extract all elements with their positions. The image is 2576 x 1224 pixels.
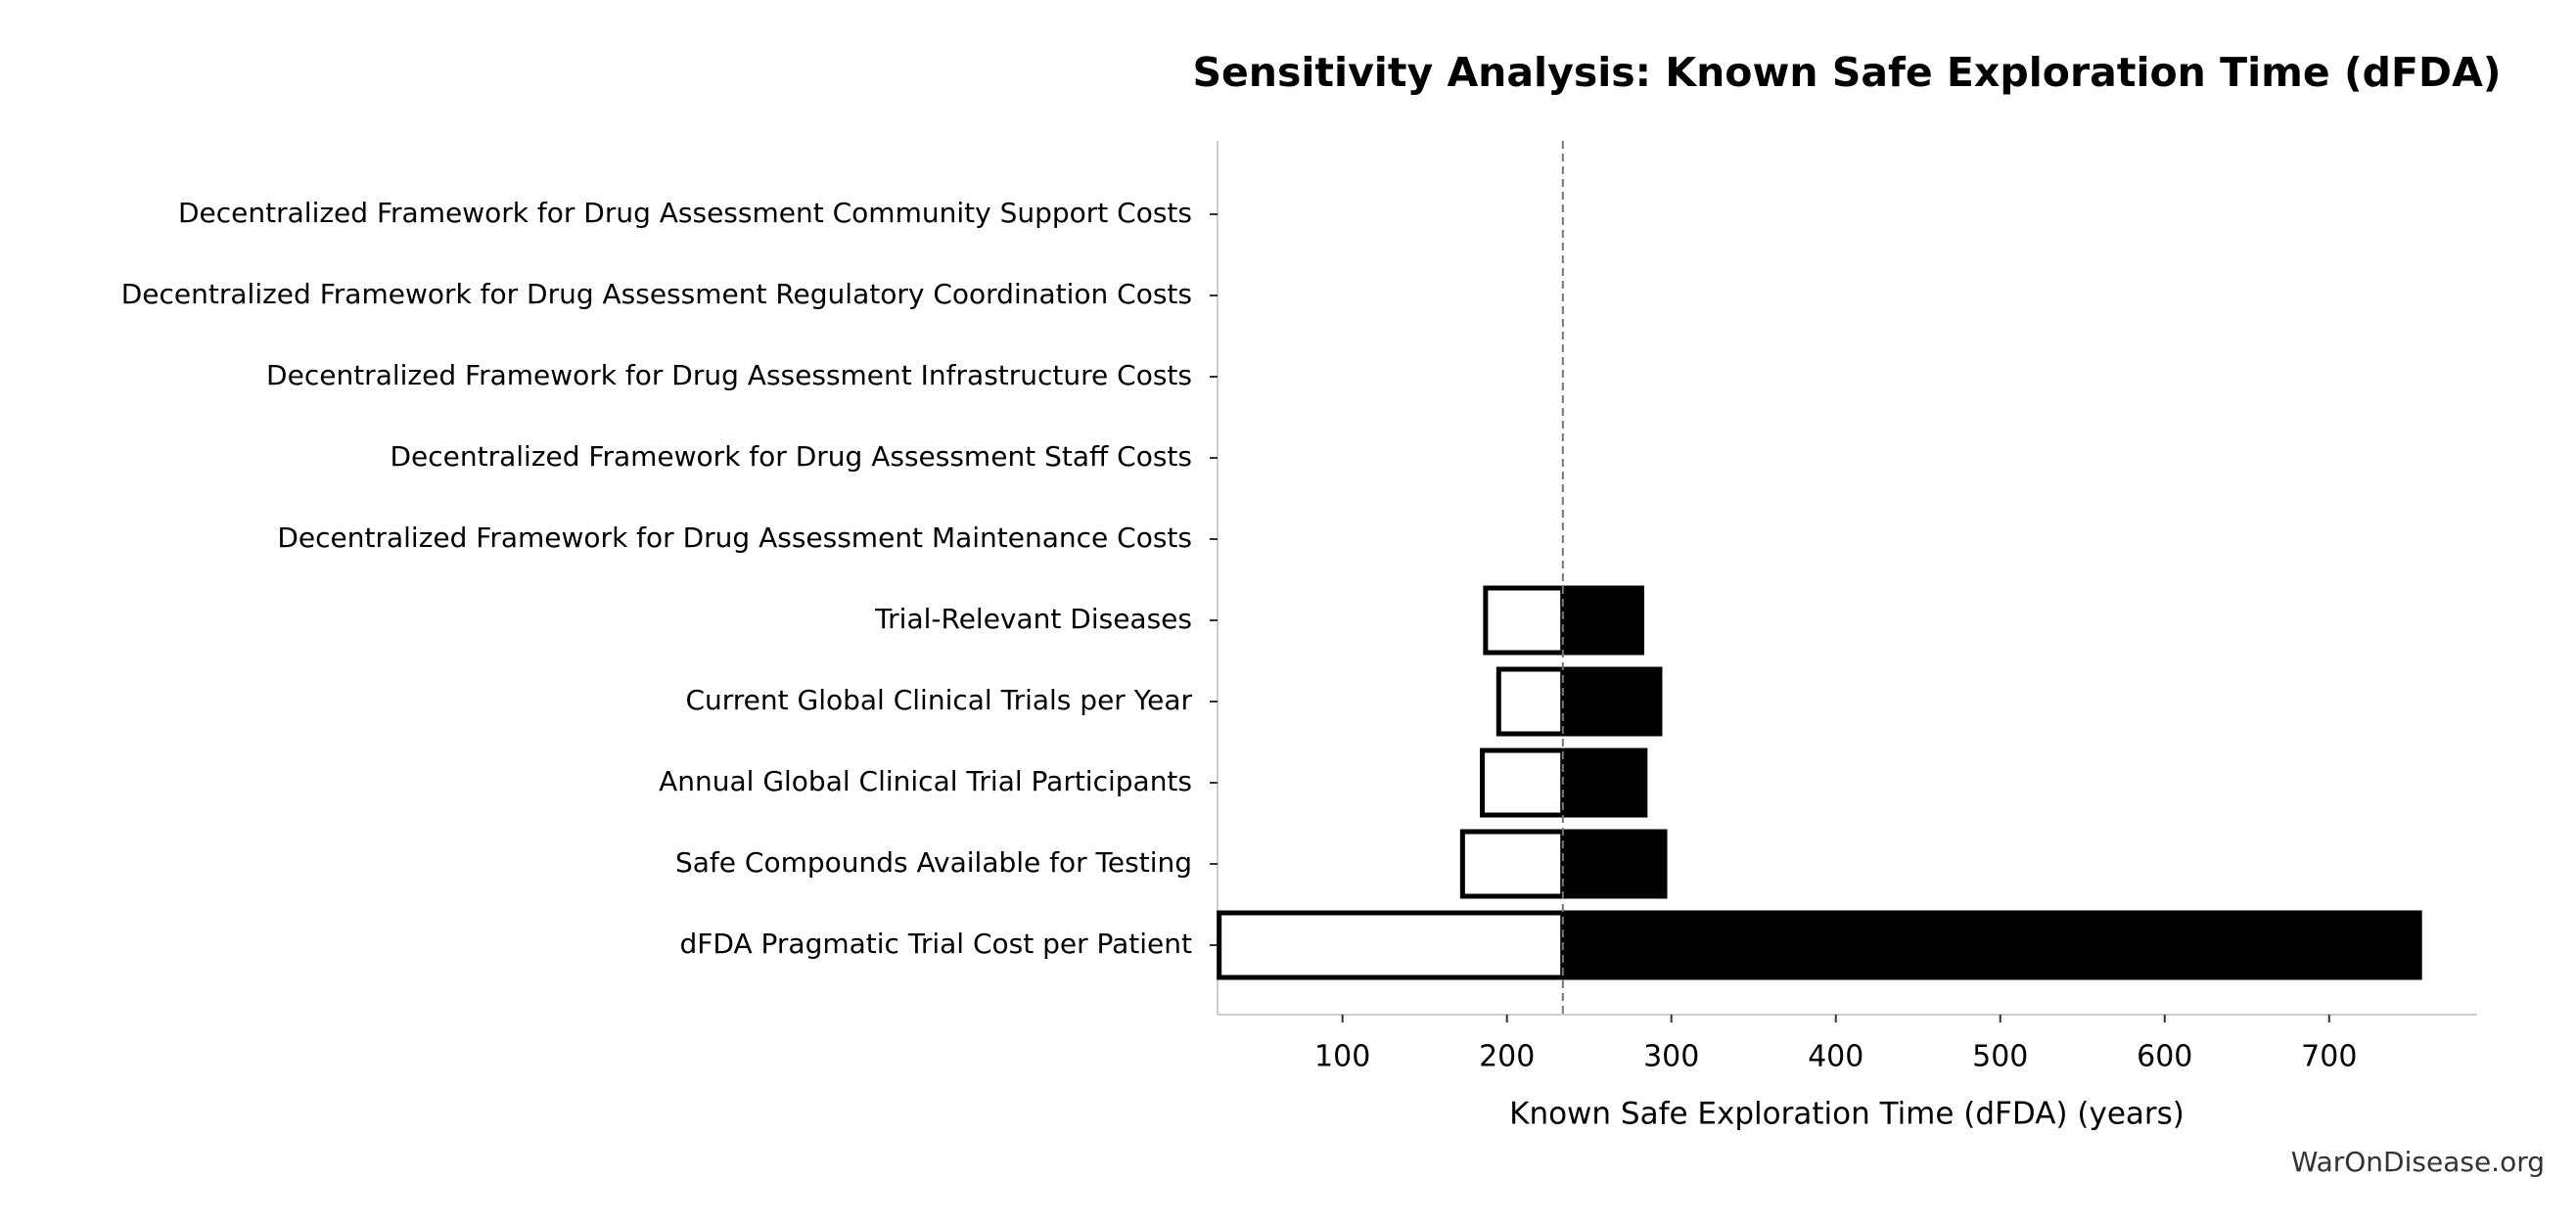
high-bar <box>1560 748 1648 818</box>
x-tick-label: 600 <box>2137 1040 2192 1074</box>
low-bar <box>1459 829 1566 899</box>
x-tick-label: 700 <box>2301 1040 2357 1074</box>
x-tick-label: 500 <box>1972 1040 2028 1074</box>
chart-title: Sensitivity Analysis: Known Safe Explora… <box>1192 49 2501 96</box>
category-label: Decentralized Framework for Drug Assessm… <box>277 521 1192 554</box>
high-bar <box>1560 666 1663 737</box>
category-label: Trial-Relevant Diseases <box>874 603 1192 635</box>
category-label: Decentralized Framework for Drug Assessm… <box>390 440 1192 473</box>
category-label: Current Global Clinical Trials per Year <box>685 684 1192 716</box>
low-bar <box>1217 910 1566 980</box>
high-bar <box>1560 829 1668 899</box>
x-tick-label: 100 <box>1314 1040 1370 1074</box>
watermark: WarOnDisease.org <box>2291 1146 2545 1178</box>
category-label: Decentralized Framework for Drug Assessm… <box>121 278 1192 310</box>
category-label: Safe Compounds Available for Testing <box>675 846 1192 879</box>
x-axis-label: Known Safe Exploration Time (dFDA) (year… <box>1509 1097 2185 1132</box>
category-label: Decentralized Framework for Drug Assessm… <box>178 197 1192 229</box>
x-tick-label: 200 <box>1479 1040 1535 1074</box>
x-tick-label: 300 <box>1643 1040 1699 1074</box>
category-label: Annual Global Clinical Trial Participant… <box>659 765 1192 797</box>
low-bar <box>1495 666 1566 737</box>
x-tick-label: 400 <box>1808 1040 1863 1074</box>
category-label: Decentralized Framework for Drug Assessm… <box>266 359 1192 391</box>
low-bar <box>1480 748 1566 818</box>
low-bar <box>1483 585 1566 656</box>
high-bar <box>1560 910 2422 980</box>
high-bar <box>1560 585 1644 656</box>
category-label: dFDA Pragmatic Trial Cost per Patient <box>680 928 1193 960</box>
